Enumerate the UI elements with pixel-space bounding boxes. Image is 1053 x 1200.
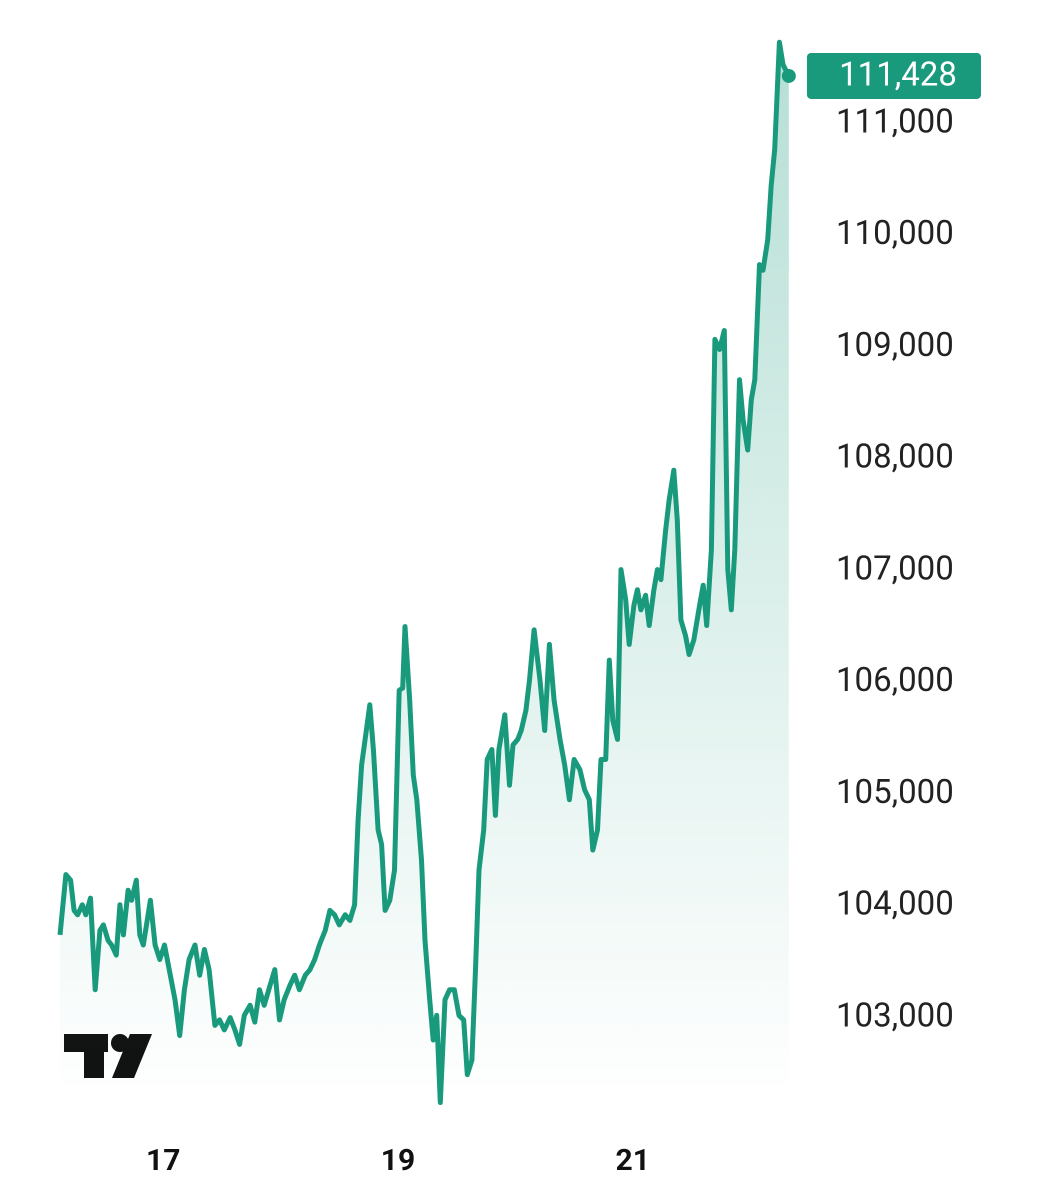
y-tick-label: 104,000 xyxy=(836,885,954,924)
price-tag xyxy=(807,52,981,99)
x-tick-label: 19 xyxy=(381,1143,415,1178)
y-tick-label: 105,000 xyxy=(836,773,954,812)
y-tick-label: 107,000 xyxy=(836,549,954,588)
area-fill xyxy=(60,42,789,1103)
y-tick-label: 109,000 xyxy=(836,326,954,365)
last-point xyxy=(781,68,796,83)
y-tick-label: 111,000 xyxy=(836,103,954,142)
y-tick-label: 103,000 xyxy=(836,996,954,1035)
y-tick-label: 110,000 xyxy=(836,214,954,253)
x-tick-label: 17 xyxy=(146,1143,180,1178)
y-tick-label: 106,000 xyxy=(836,661,954,700)
price-line xyxy=(57,39,792,1105)
price-tag-label: 111,428 xyxy=(839,56,957,95)
y-tick-label: 108,000 xyxy=(836,438,954,477)
x-tick-label: 21 xyxy=(616,1143,650,1178)
